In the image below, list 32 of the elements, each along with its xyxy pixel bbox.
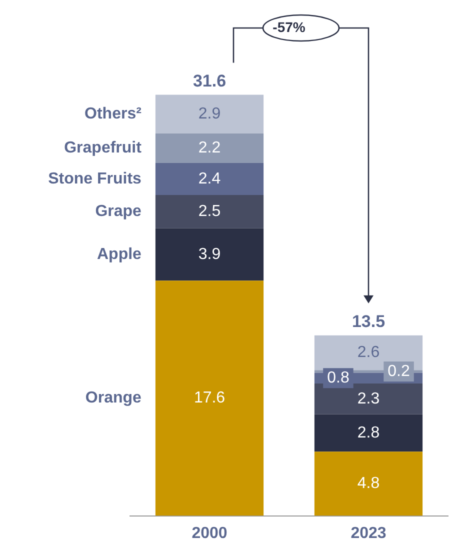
series-label: Stone Fruits <box>48 170 142 188</box>
bar <box>314 383 423 414</box>
series-label: Apple <box>96 246 142 263</box>
data-label: 0.2 <box>388 362 410 380</box>
x-tick-label: 2023 <box>350 524 386 542</box>
bar <box>314 414 423 452</box>
data-label: 2.6 <box>357 344 380 362</box>
data-label: 2.5 <box>198 203 221 220</box>
series-label: Others² <box>84 106 142 123</box>
data-label: 2.4 <box>198 170 221 188</box>
bar <box>155 228 264 281</box>
total-label: 13.5 <box>352 312 386 332</box>
bar <box>155 280 264 516</box>
bar <box>314 452 423 516</box>
data-label: 0.8 <box>327 370 350 387</box>
data-label: 2.2 <box>198 140 221 157</box>
bar <box>155 94 264 134</box>
x-tick-label: 2000 <box>192 524 228 542</box>
series-label: Grapefruit <box>64 140 142 157</box>
data-label: 2.8 <box>357 424 380 442</box>
data-label: 2.9 <box>198 106 221 123</box>
series-label: Orange <box>85 390 142 407</box>
bar <box>155 195 264 228</box>
data-label: 17.6 <box>194 390 226 407</box>
text: -57% <box>272 18 306 35</box>
total-label: 31.6 <box>192 71 226 90</box>
data-label: 4.8 <box>357 475 380 492</box>
bar <box>155 162 264 196</box>
data-label: 2.3 <box>357 390 380 408</box>
data-label: 3.9 <box>198 246 221 263</box>
series-label: Grape <box>95 203 142 220</box>
bar <box>155 134 264 163</box>
